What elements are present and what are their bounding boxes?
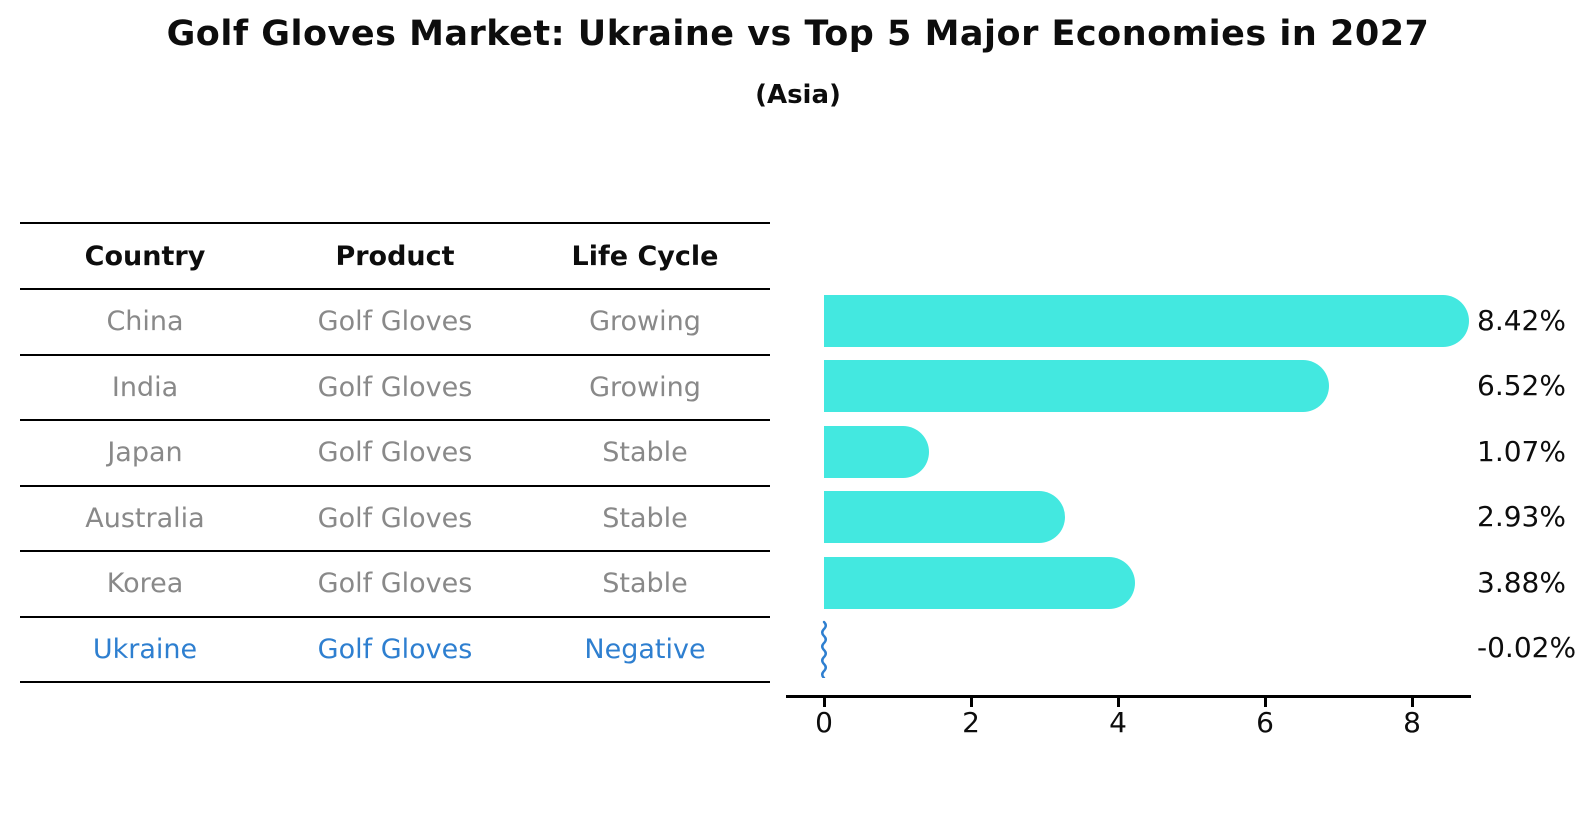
x-tick-label: 4 — [1109, 706, 1127, 739]
bar-japan — [824, 425, 929, 478]
table-cell-life-cycle: Stable — [602, 502, 688, 534]
table-cell-life-cycle: Growing — [589, 306, 701, 338]
value-label: 2.93% — [1477, 500, 1566, 534]
table-cell-life-cycle: Stable — [602, 437, 688, 469]
bar-ukraine — [819, 620, 829, 682]
table-cell-country: Ukraine — [92, 633, 198, 665]
x-tick-label: 2 — [962, 706, 980, 739]
table-row: Australia Golf Gloves Stable — [20, 487, 770, 552]
table-cell-product: Golf Gloves — [317, 437, 473, 469]
chart-subtitle: (Asia) — [755, 80, 841, 110]
table-row: China Golf Gloves Growing — [20, 290, 770, 356]
squiggle-bar-icon — [821, 621, 827, 680]
table-header-row: Country Product Life Cycle — [20, 224, 770, 290]
value-label: -0.02% — [1477, 631, 1577, 665]
value-label: 6.52% — [1477, 369, 1566, 403]
table-cell-country: Japan — [107, 437, 183, 469]
x-axis-line — [786, 695, 1471, 698]
chart-title: Golf Gloves Market: Ukraine vs Top 5 Maj… — [166, 14, 1430, 54]
x-tick-mark — [1117, 697, 1120, 707]
bar-korea — [824, 556, 1136, 609]
value-label: 8.42% — [1477, 303, 1566, 337]
value-label: 3.88% — [1477, 565, 1566, 599]
table-cell-product: Golf Gloves — [317, 502, 473, 534]
x-tick-mark — [823, 697, 826, 707]
bar-india — [824, 360, 1330, 413]
country-table: Country Product Life Cycle China Golf Glove… — [20, 222, 770, 683]
table-row: Ukraine Golf Gloves Negative — [20, 618, 770, 683]
x-tick-mark — [970, 697, 973, 707]
table-header-cell: Product — [335, 240, 455, 272]
table-cell-product: Golf Gloves — [317, 371, 473, 403]
table-cell-country: India — [111, 371, 179, 403]
table-cell-country: China — [106, 306, 184, 338]
table-cell-life-cycle: Growing — [589, 371, 701, 403]
x-tick-label: 6 — [1256, 706, 1274, 739]
table-cell-country: Korea — [106, 568, 184, 600]
bar-china — [824, 294, 1469, 347]
x-tick-mark — [1411, 697, 1414, 707]
table-header-cell: Country — [84, 240, 206, 272]
table-cell-product: Golf Gloves — [317, 633, 473, 665]
table-cell-life-cycle: Stable — [602, 568, 688, 600]
table-body: China Golf Gloves Growing India Golf Gloves G… — [20, 290, 770, 683]
table-row: Korea Golf Gloves Stable — [20, 552, 770, 618]
table-cell-country: Australia — [85, 502, 205, 534]
value-label: 1.07% — [1477, 434, 1566, 468]
table-cell-product: Golf Gloves — [317, 568, 473, 600]
table-cell-product: Golf Gloves — [317, 306, 473, 338]
table-header-cell: Life Cycle — [571, 240, 719, 272]
table-row: Japan Golf Gloves Stable — [20, 421, 770, 487]
table-cell-life-cycle: Negative — [584, 633, 706, 665]
x-tick-label: 0 — [815, 706, 833, 739]
x-tick-mark — [1264, 697, 1267, 707]
x-tick-label: 8 — [1403, 706, 1421, 739]
table-row: India Golf Gloves Growing — [20, 356, 770, 421]
bar-australia — [824, 491, 1066, 544]
